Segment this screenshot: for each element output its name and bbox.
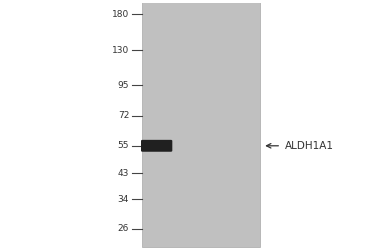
- Text: 130: 130: [112, 46, 129, 55]
- Text: 34: 34: [118, 195, 129, 204]
- Text: 55: 55: [117, 141, 129, 150]
- Text: 26: 26: [118, 224, 129, 234]
- Text: 43: 43: [118, 168, 129, 177]
- Text: 180: 180: [112, 10, 129, 19]
- Bar: [142, 2, 260, 248]
- Text: 72: 72: [118, 112, 129, 120]
- FancyBboxPatch shape: [141, 140, 172, 152]
- Text: 95: 95: [117, 81, 129, 90]
- Text: ALDH1A1: ALDH1A1: [285, 141, 334, 151]
